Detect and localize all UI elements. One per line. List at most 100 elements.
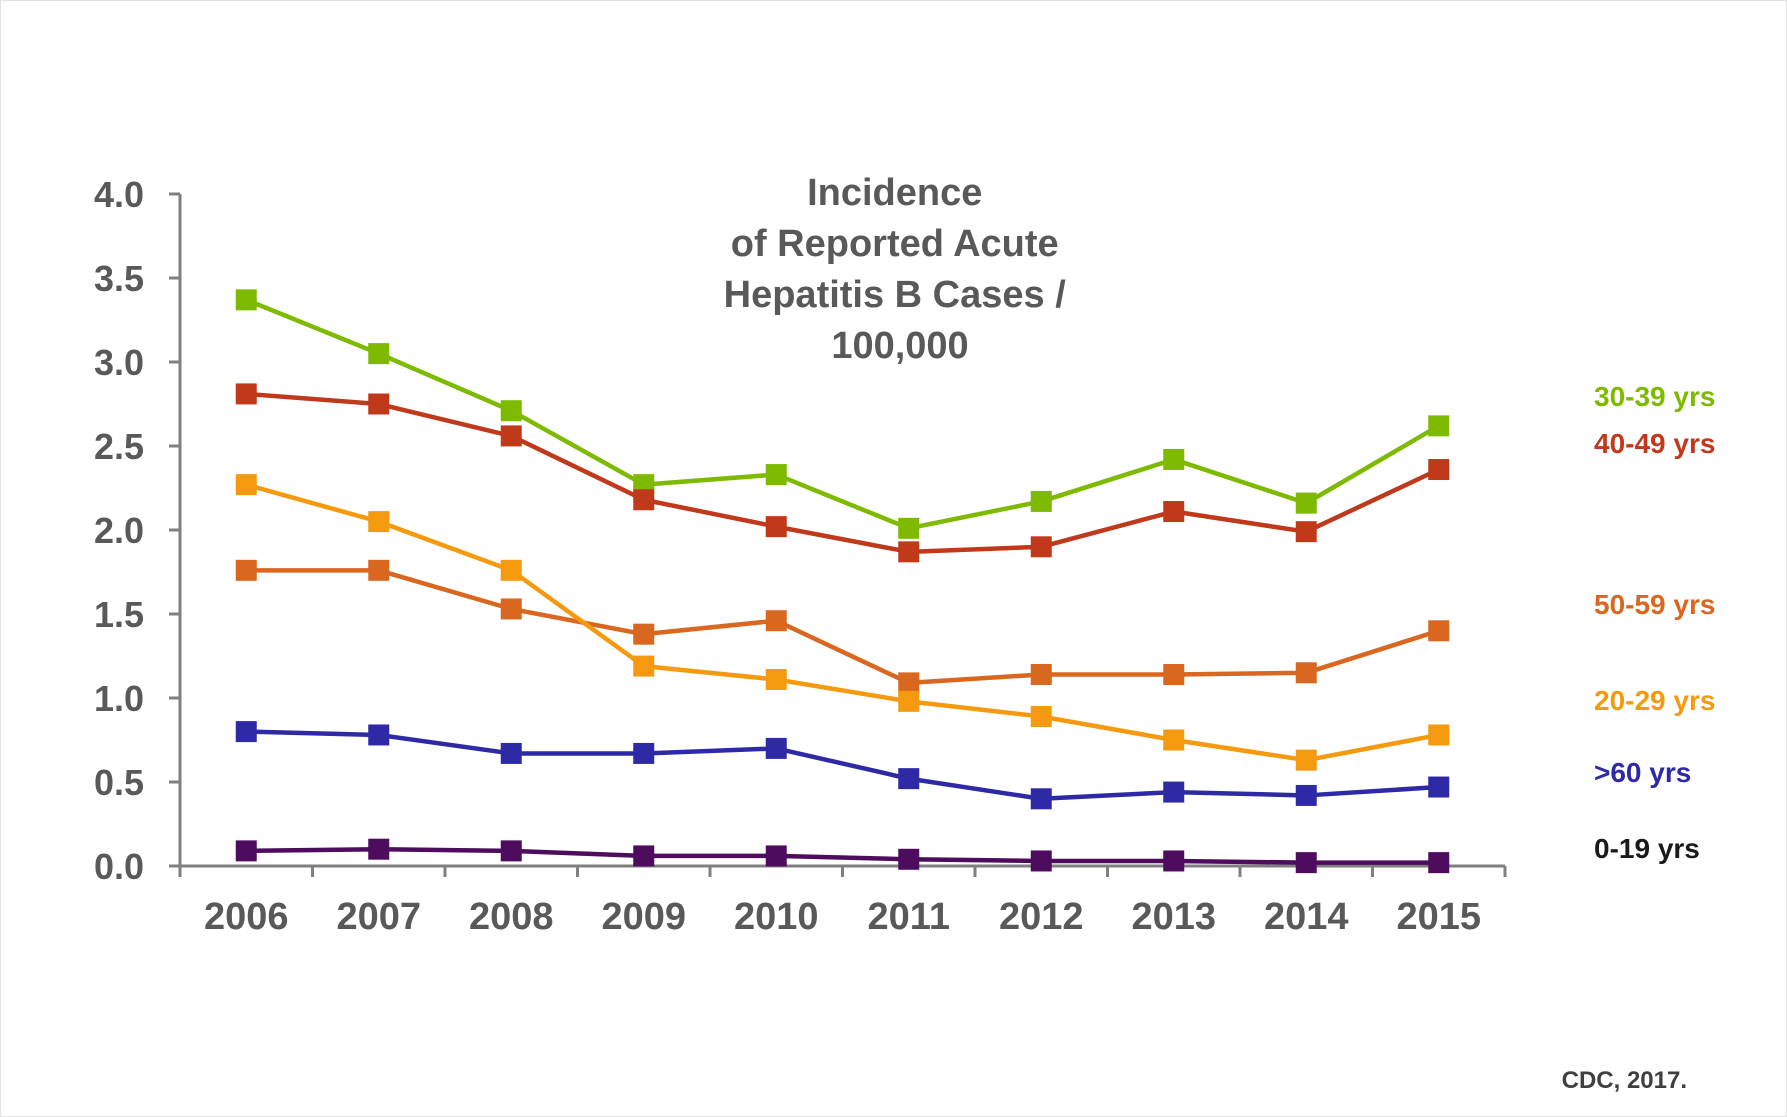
data-point [1163,781,1185,803]
y-tick-label: 0.5 [94,762,144,803]
series-line [246,568,1440,686]
data-point [633,623,655,645]
y-tick-label: 2.0 [94,510,144,551]
y-tick-label: 3.0 [94,342,144,383]
data-point [1163,663,1185,685]
chart-title-line-4: 100,000 [831,325,968,367]
data-point [1428,852,1450,874]
x-tick-label: 2014 [1264,896,1349,938]
series-name-label: >60 yrs [1594,757,1691,788]
series-labels: 30-39 yrs 40-49 yrs 50-59 yrs 20-29 yrs >60 … [1594,381,1715,864]
data-point [368,724,390,746]
x-tick-label: 2012 [999,896,1084,938]
data-point [1030,536,1052,558]
data-point [1163,501,1185,523]
series-line [245,297,1440,531]
data-point [500,598,522,620]
source-note: CDC, 2017. [1561,1067,1687,1094]
series-line [246,391,1440,555]
data-point [633,742,655,764]
data-point [898,848,920,870]
data-point [500,425,522,447]
data-point [1428,415,1450,437]
data-point [235,721,257,743]
data-point [898,517,920,539]
data-point [235,289,257,311]
data-point [765,464,787,486]
data-point [898,768,920,790]
series-name-label: 0-19 yrs [1594,833,1700,864]
chart-title: Incidence of Reported Acute Hepatitis B … [724,172,1077,367]
data-point [1295,662,1317,684]
data-point [1295,492,1317,514]
x-tick-label: 2010 [734,896,819,938]
data-point [898,690,920,712]
data-point [368,559,390,581]
y-tick-label: 1.5 [94,594,144,635]
x-tick-label: 2015 [1396,896,1481,938]
data-point [898,541,920,563]
data-point [765,669,787,691]
series-line [245,482,1440,763]
data-point [1163,850,1185,872]
y-tick-label: 3.5 [94,258,144,299]
x-tick-label: 2011 [868,896,950,938]
data-point [500,559,522,581]
data-point [368,838,390,860]
data-point [765,845,787,867]
data-point [1295,521,1317,543]
data-point [1030,490,1052,512]
data-point [235,383,257,405]
data-point [633,489,655,511]
series-line [246,846,1439,865]
data-point [765,610,787,632]
data-point [1163,729,1185,751]
data-point [1163,448,1185,470]
x-tick-label: 2008 [469,896,554,938]
data-point [368,343,390,365]
y-tick-label: 2.5 [94,426,144,467]
data-point [1030,705,1052,727]
data-point [1295,852,1317,874]
series-name-label: 40-49 yrs [1594,428,1715,459]
series-line [246,729,1439,802]
data-point [235,474,257,496]
data-point [500,742,522,764]
data-point [1428,459,1450,481]
data-point [1030,788,1052,810]
x-tick-label: 2007 [336,896,421,938]
data-point [1428,776,1450,798]
data-point [1428,620,1450,642]
data-point [1295,749,1317,771]
data-point [898,672,920,694]
chart-title-line-2: of Reported Acute [731,223,1059,265]
data-point [633,655,655,677]
data-point [368,511,390,533]
y-tick-label: 1.0 [94,678,144,719]
data-point [500,840,522,862]
data-point [765,516,787,538]
chart-axes: 0.0 0.5 1.0 1.5 2.0 2.5 3.0 3.5 4.0 2006 2007 2008 2… [94,174,1507,938]
x-tick-label: 2013 [1131,896,1216,938]
y-tick-label: 4.0 [94,174,144,215]
data-point [1030,850,1052,872]
data-point [633,845,655,867]
chart-title-line-3: Hepatitis B Cases / [724,274,1067,316]
series-name-label: 50-59 yrs [1594,589,1715,620]
x-tick-label: 2009 [601,896,686,938]
data-point [235,559,257,581]
series-name-label: 20-29 yrs [1594,685,1715,716]
series-markers [235,289,1450,874]
data-point [368,393,390,415]
series-name-label: 30-39 yrs [1594,381,1715,412]
data-point [1030,663,1052,685]
chart-title-line-1: Incidence [807,172,982,214]
data-point [235,840,257,862]
data-point [1295,784,1317,806]
x-tick-label: 2006 [204,896,289,938]
y-tick-label: 0.0 [94,846,144,887]
series-lines [245,297,1440,865]
data-point [765,737,787,759]
data-point [500,400,522,422]
